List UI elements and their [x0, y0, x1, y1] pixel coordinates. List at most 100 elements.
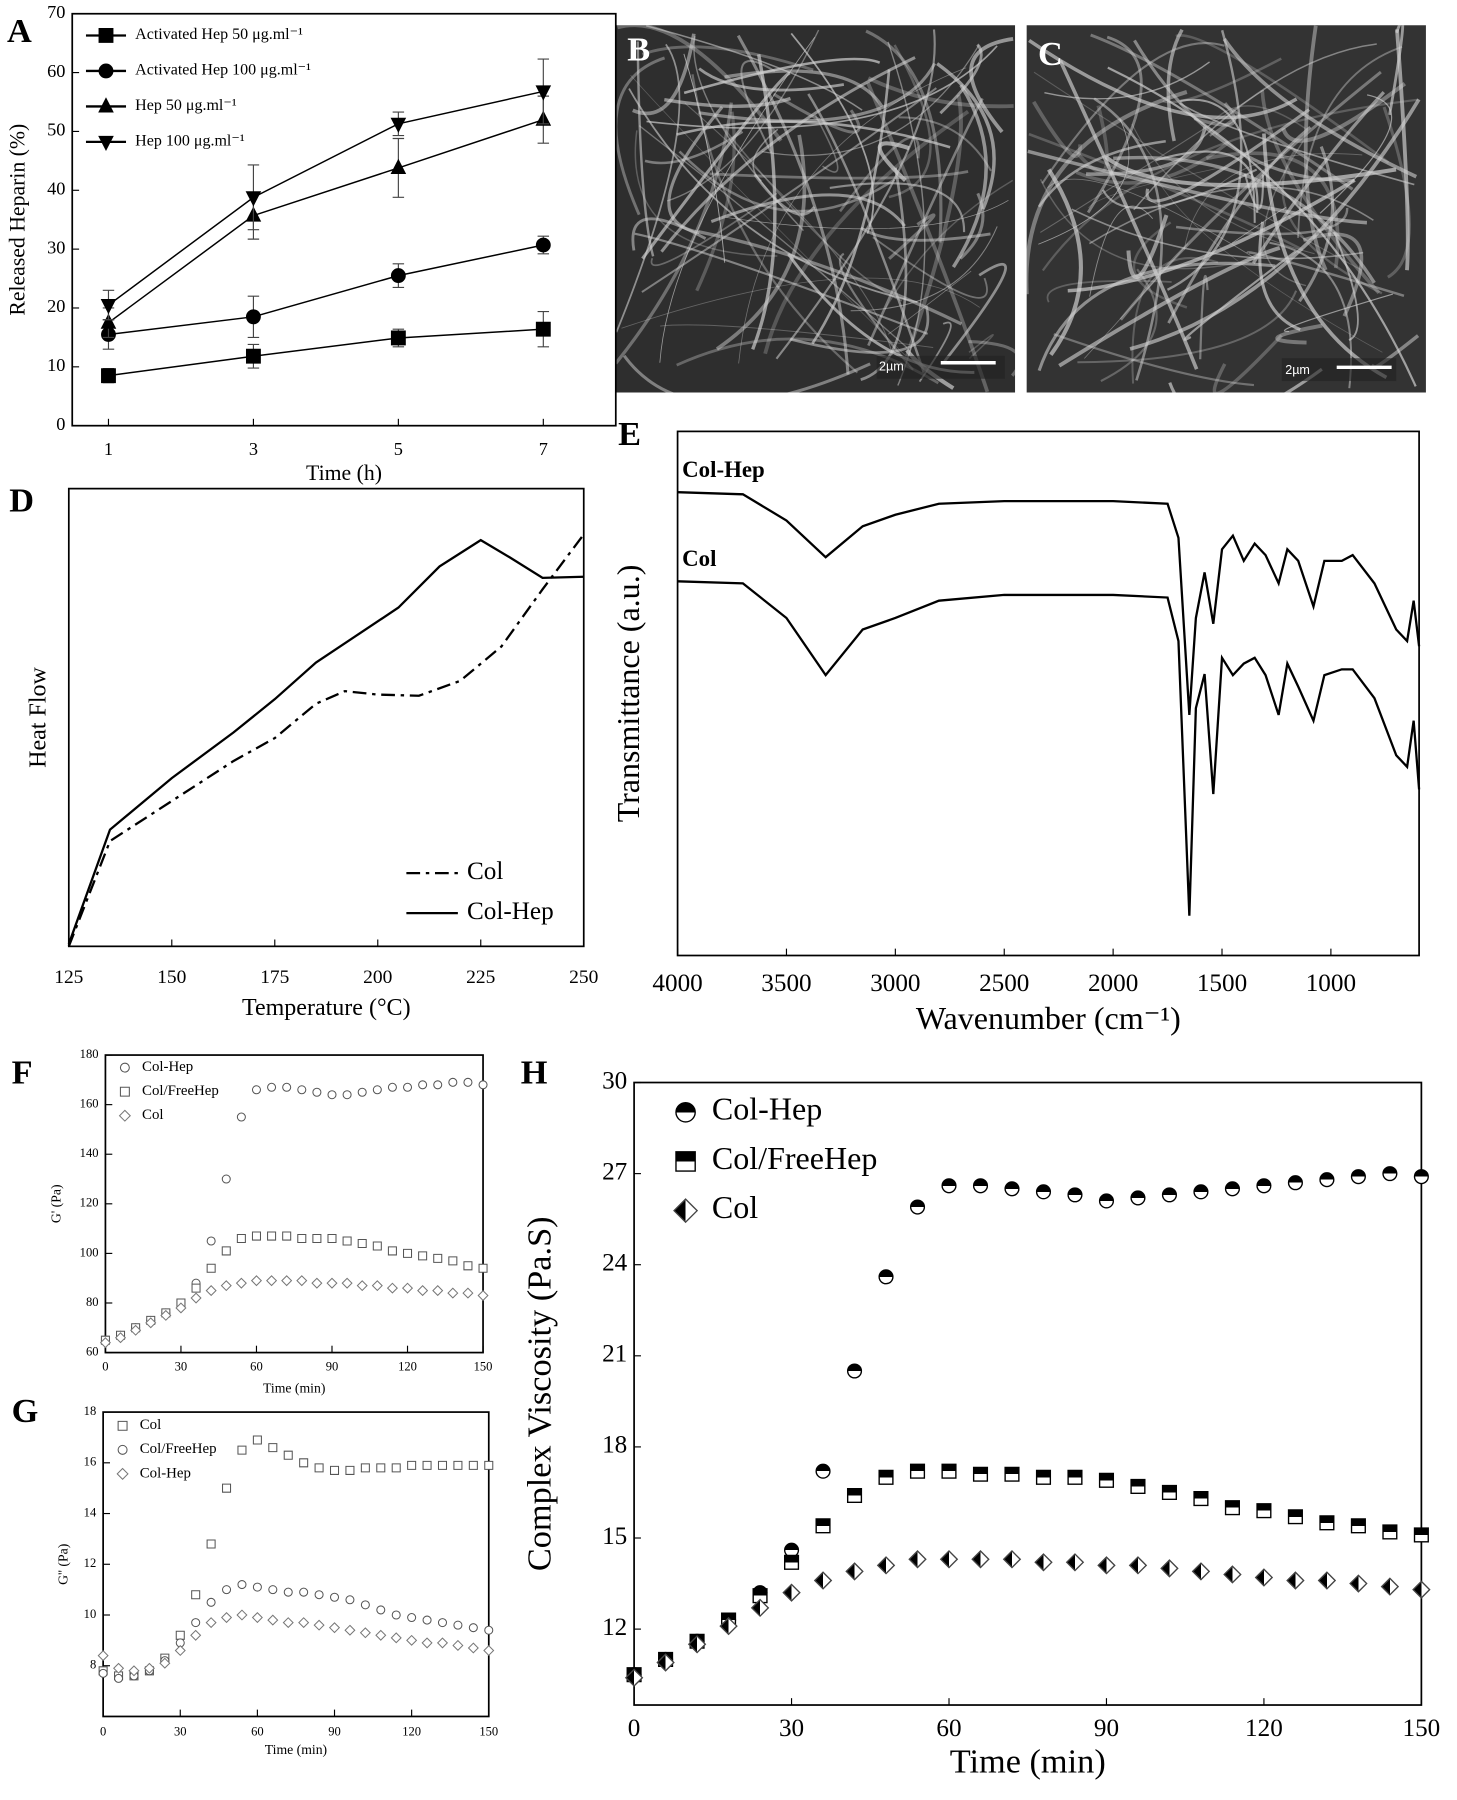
data-point — [390, 158, 407, 174]
data-point — [313, 1619, 325, 1631]
data-point — [205, 1285, 217, 1297]
fiber — [726, 199, 1009, 230]
fiber — [1037, 139, 1166, 208]
fiber — [1156, 177, 1383, 353]
fiber — [1076, 105, 1109, 174]
data-point — [327, 1234, 337, 1244]
fiber — [1260, 90, 1381, 295]
scale-label: 2µm — [1285, 363, 1310, 377]
data-point — [357, 1087, 367, 1097]
data-point — [1193, 1490, 1209, 1507]
data-point — [386, 1282, 398, 1294]
data-point — [390, 268, 406, 284]
data-point — [237, 1580, 247, 1590]
panel-label: H — [521, 1054, 548, 1092]
fiber — [1175, 207, 1349, 236]
fiber — [1086, 35, 1143, 214]
data-point — [114, 1332, 127, 1344]
data-point — [159, 1657, 171, 1669]
data-point — [453, 1460, 463, 1470]
data-point — [477, 1290, 489, 1302]
fiber — [1145, 108, 1310, 203]
data-point — [452, 1639, 464, 1651]
fiber — [969, 37, 1014, 134]
data-point — [100, 298, 117, 315]
fiber — [838, 252, 914, 371]
legend-marker — [117, 1420, 128, 1431]
data-point — [113, 1662, 125, 1674]
data-point — [467, 1642, 479, 1654]
data-point — [1160, 1559, 1179, 1578]
fiber — [1067, 178, 1356, 293]
legend-label: Col-Hep — [467, 898, 554, 925]
data-point — [312, 1087, 322, 1097]
fiber — [1046, 280, 1172, 303]
fiber — [660, 56, 916, 253]
data-point — [436, 1637, 449, 1649]
data-point — [130, 1324, 142, 1336]
fiber — [1283, 293, 1394, 332]
data-point — [878, 1469, 894, 1485]
data-point — [406, 1634, 418, 1646]
data-point — [1097, 1556, 1116, 1575]
data-point — [267, 1082, 277, 1092]
legend-label: Col/FreeHep — [712, 1140, 877, 1176]
data-point — [297, 1234, 307, 1244]
fiber — [1041, 41, 1225, 184]
data-point — [245, 191, 262, 207]
data-point — [1382, 1524, 1398, 1540]
x-tick-label: 60 — [250, 1359, 263, 1373]
data-point — [206, 1539, 216, 1549]
legend-label: Hep 50 μg.ml⁻¹ — [135, 97, 237, 114]
y-tick-label: 40 — [47, 178, 65, 198]
data-point — [478, 1263, 488, 1273]
fiber — [650, 192, 778, 267]
data-point — [1191, 1562, 1211, 1581]
data-point — [206, 1236, 216, 1246]
fiber — [1281, 148, 1383, 295]
fiber — [1088, 186, 1374, 245]
fiber — [753, 173, 816, 216]
data-point — [407, 1460, 417, 1470]
data-point — [417, 1285, 429, 1297]
y-axis-label: Heat Flow — [26, 666, 52, 767]
fiber — [789, 305, 930, 354]
data-point — [98, 1668, 108, 1678]
data-point — [390, 330, 406, 346]
fiber — [807, 93, 926, 373]
data-point — [1067, 1469, 1083, 1485]
legend-label: Col — [140, 1417, 161, 1433]
fiber — [772, 92, 861, 134]
data-point — [99, 1337, 111, 1349]
data-point — [1130, 1190, 1146, 1206]
fiber — [1166, 29, 1243, 291]
x-tick-label: 1000 — [1306, 970, 1356, 997]
data-point — [845, 1562, 864, 1581]
data-point — [326, 1277, 338, 1289]
x-tick-label: 150 — [479, 1724, 498, 1738]
data-point — [1350, 1518, 1366, 1534]
data-point — [283, 1587, 293, 1597]
data-point — [876, 1556, 896, 1575]
fiber — [1039, 179, 1265, 270]
data-point — [221, 1174, 231, 1184]
data-point — [375, 1629, 387, 1641]
data-point — [447, 1287, 459, 1299]
data-point — [267, 1231, 277, 1241]
data-point — [909, 1463, 926, 1479]
fiber — [659, 36, 816, 363]
data-point — [1350, 1169, 1366, 1185]
data-point — [846, 1363, 863, 1379]
fiber — [646, 45, 998, 129]
data-point — [468, 1623, 478, 1633]
data-point — [941, 1463, 957, 1479]
data-point — [145, 1317, 157, 1329]
fiber — [1212, 334, 1283, 393]
data-point — [190, 1292, 202, 1304]
data-point — [282, 1231, 292, 1241]
fiber — [641, 45, 814, 72]
fiber — [1258, 221, 1301, 332]
fiber — [621, 277, 980, 329]
y-tick-label: 21 — [602, 1341, 627, 1368]
data-point — [403, 1248, 413, 1258]
